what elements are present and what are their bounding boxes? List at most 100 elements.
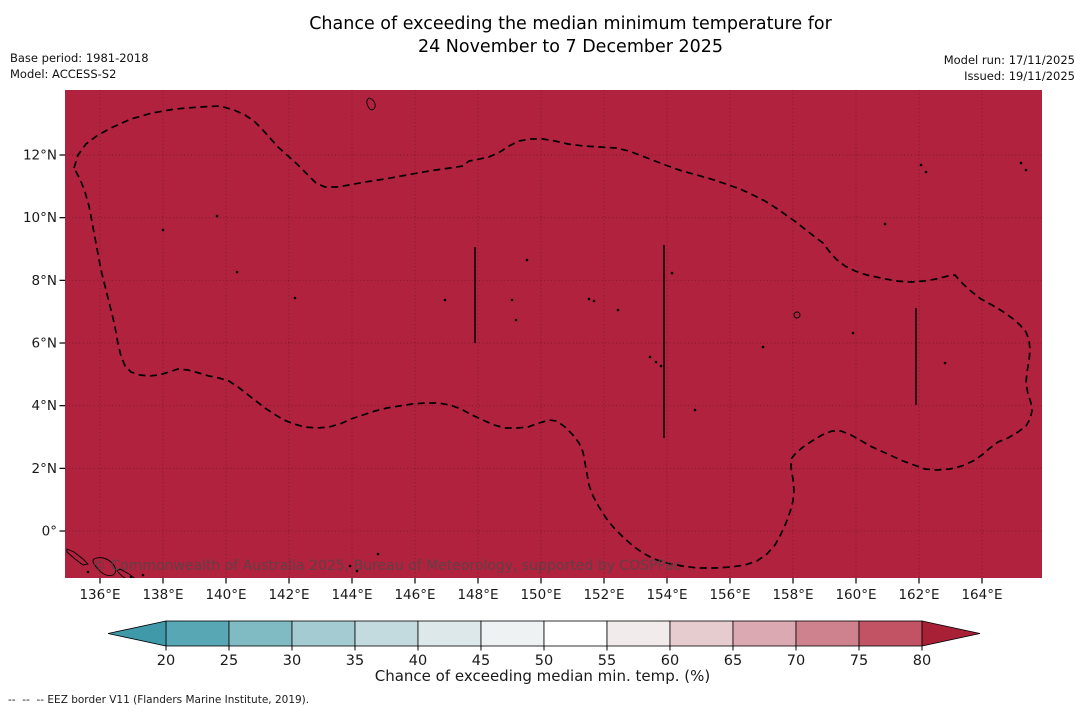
colorbar-tick-label: 40 [409,653,427,668]
x-axis-tick-label: 142°E [268,587,309,603]
island-dot [215,214,219,218]
colorbar-segment [480,620,545,647]
x-axis-tick-label: 158°E [772,587,813,603]
island-outline [366,97,376,111]
island-dot [924,170,928,174]
colorbar-segment [732,620,797,647]
island-dot [86,570,90,574]
colorbar-tick-label: 55 [598,653,616,668]
island-dot [141,573,145,577]
map-features [66,97,1033,578]
x-axis-tick-label: 156°E [709,587,750,603]
x-axis-tick-label: 138°E [142,587,183,603]
issued-label: Issued: 19/11/2025 [964,69,1075,83]
colorbar-tick-label: 80 [913,653,931,668]
island-dot [761,345,765,349]
colorbar-left-arrow [107,620,167,647]
island-dot [510,298,514,302]
colorbar-segment [354,620,419,647]
x-axis-tick-label: 136°E [79,587,120,603]
island-dot [1024,168,1028,172]
colorbar: 20 25 30 35 40 45 50 55 60 65 70 75 80 [107,620,981,668]
island-dot [525,258,529,262]
island-dot [654,360,658,364]
grid-lines [65,90,1042,578]
colorbar-tick-label: 30 [283,653,301,668]
model-label: Model: ACCESS-S2 [10,67,117,81]
colorbar-tick-label: 35 [346,653,364,668]
map-figure: 136°E 138°E 140°E 142°E 144°E 146°E 148°E 150°E… [23,90,1042,604]
x-axis-tick-label: 140°E [205,587,246,603]
y-axis-tick-label: 12°N [23,148,57,164]
island-atoll-outline [793,311,801,319]
island-dot [659,364,663,368]
island-outline [116,568,136,578]
map-area [65,90,1042,578]
island-dot [161,228,165,232]
x-axis-tick-label: 154°E [646,587,687,603]
colorbar-segment [165,620,230,647]
colorbar-tick-label: 75 [850,653,868,668]
island-dot [693,408,697,412]
x-axis-tick-label: 150°E [520,587,561,603]
y-axis-tick-label: 4°N [32,398,57,414]
colorbar-segment [858,620,923,647]
meta-left: Base period: 1981-2018 Model: ACCESS-S2 [10,50,149,82]
x-axis-tick-label: 146°E [394,587,435,603]
colorbar-tick-label: 70 [787,653,805,668]
colorbar-label: Chance of exceeding median min. temp. (%… [374,667,711,685]
x-axis-tick-label: 164°E [961,587,1002,603]
meta-right: Model run: 17/11/2025 Issued: 19/11/2025 [944,52,1075,84]
island-dot [592,299,596,303]
x-axis-tick-label: 160°E [835,587,876,603]
island-dot [883,222,887,226]
model-run-label: Model run: 17/11/2025 [943,53,1075,67]
island-dot [1019,161,1023,165]
colorbar-segment [606,620,671,647]
colorbar-tick-label: 65 [724,653,742,668]
island-dot [355,569,359,573]
x-axis-tick-label: 162°E [898,587,939,603]
island-dot [919,163,923,167]
island-dot [670,271,674,275]
chart-title: Chance of exceeding the median minimum t… [56,13,1085,59]
eez-border-note: -- -- -- EEZ border V11 (Flanders Marine… [8,694,310,706]
x-axis-tick-label: 144°E [331,587,372,603]
island-dot [293,296,297,300]
island-outline [92,557,116,577]
colorbar-segment [228,620,293,647]
island-dot [851,331,855,335]
y-axis-tick-label: 2°N [32,461,57,477]
island-outline [66,548,89,566]
eez-border [73,105,1033,569]
colorbar-right-arrow [921,620,981,647]
island-dot [235,270,239,274]
colorbar-tick-label: 60 [661,653,679,668]
base-period-label: Base period: 1981-2018 [10,51,149,65]
y-axis-tick-label: 0° [42,524,57,540]
island-dot [443,298,447,302]
y-axis-tick-label: 6°N [32,336,57,352]
colorbar-tick-label: 50 [535,653,553,668]
watermark: © Commonwealth of Australia 2025, Bureau… [92,558,682,574]
colorbar-segment [543,620,608,647]
island-dot [943,361,947,365]
island-dot [587,297,591,301]
x-axis-tick-label: 148°E [457,587,498,603]
island-dot [648,355,652,359]
x-axis-tick-label: 152°E [583,587,624,603]
y-axis-tick-label: 8°N [32,273,57,289]
chart-title-line1: Chance of exceeding the median minimum t… [309,14,832,34]
colorbar-tick-label: 20 [157,653,175,668]
axis-ticks-and-labels: 136°E 138°E 140°E 142°E 144°E 146°E 148°E 150°E… [23,148,1003,604]
island-dot [514,318,518,322]
island-dot [348,564,352,568]
colorbar-segment [669,620,734,647]
colorbar-segment [291,620,356,647]
island-dot [376,552,380,556]
colorbar-tick-label: 45 [472,653,490,668]
colorbar-scale: 20 25 30 35 40 45 50 55 60 65 70 75 80 [107,620,981,668]
colorbar-tick-label: 25 [220,653,238,668]
colorbar-segment [795,620,860,647]
y-axis-tick-label: 10°N [23,210,57,226]
